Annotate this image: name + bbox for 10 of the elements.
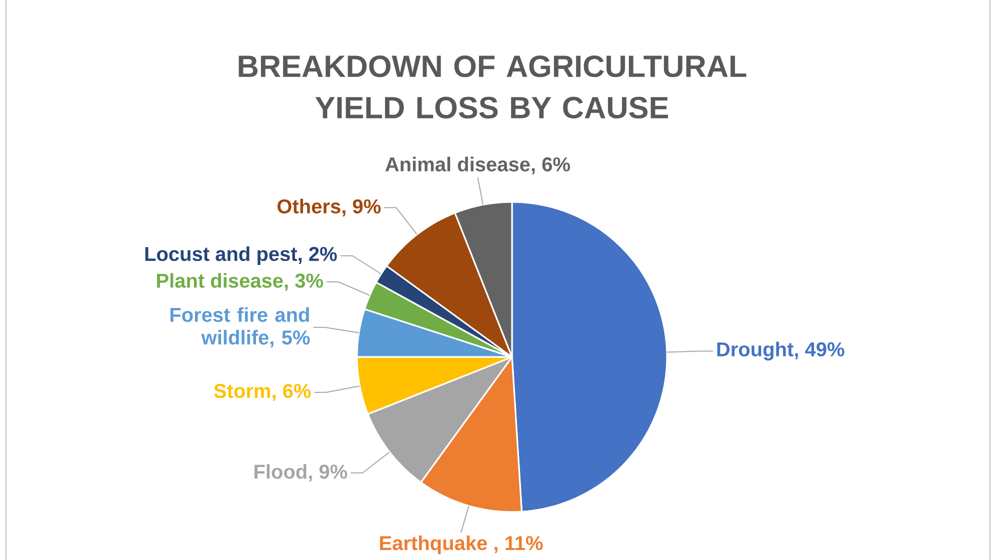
data-label: Locust and pest, 2% (145, 246, 337, 265)
data-label: Storm, 6% (214, 384, 311, 401)
data-label: Earthquake , 11% (380, 536, 543, 554)
chart-title: BREAKDOWN OF AGRICULTURAL YIELD LOSS BY CAUSE (238, 55, 746, 119)
data-label: Plant disease, 3% (157, 273, 324, 291)
data-label: Others, 9% (278, 198, 381, 216)
data-label: Drought, 49% (717, 342, 844, 360)
data-label: Flood, 9% (254, 464, 348, 482)
data-label: Forest fire and wildlife, 5% (170, 307, 310, 348)
data-label: Animal disease, 6% (385, 156, 570, 174)
